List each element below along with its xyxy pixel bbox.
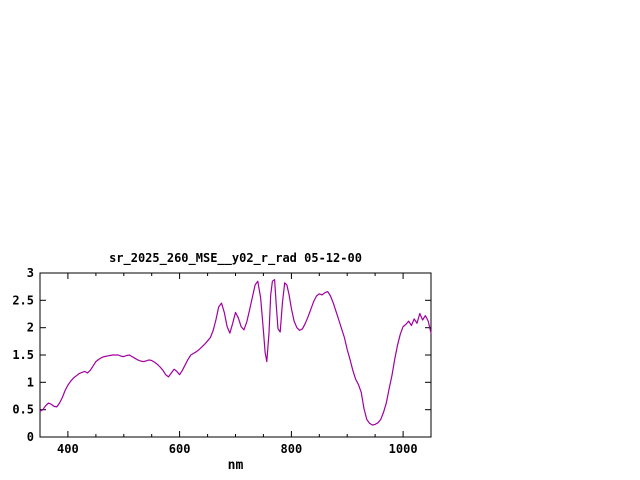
series-line	[39, 279, 432, 426]
y-tick-label: 1	[27, 375, 34, 389]
x-tick-label: 400	[57, 442, 79, 456]
x-tick-label: 600	[169, 442, 191, 456]
y-tick-label: 2.5	[12, 293, 34, 307]
y-tick-label: 0.5	[12, 403, 34, 417]
chart-title: sr_2025_260_MSE__y02_r_rad 05-12-00	[109, 251, 362, 265]
plot-border	[39, 272, 432, 438]
x-axis-label: nm	[227, 458, 244, 473]
y-tick-label: 0	[27, 430, 34, 444]
y-tick-label: 3	[27, 266, 34, 280]
y-tick-label: 1.5	[12, 348, 34, 362]
x-tick-label: 1000	[389, 442, 418, 456]
y-tick-label: 2	[27, 321, 34, 335]
x-tick-label: 800	[281, 442, 303, 456]
